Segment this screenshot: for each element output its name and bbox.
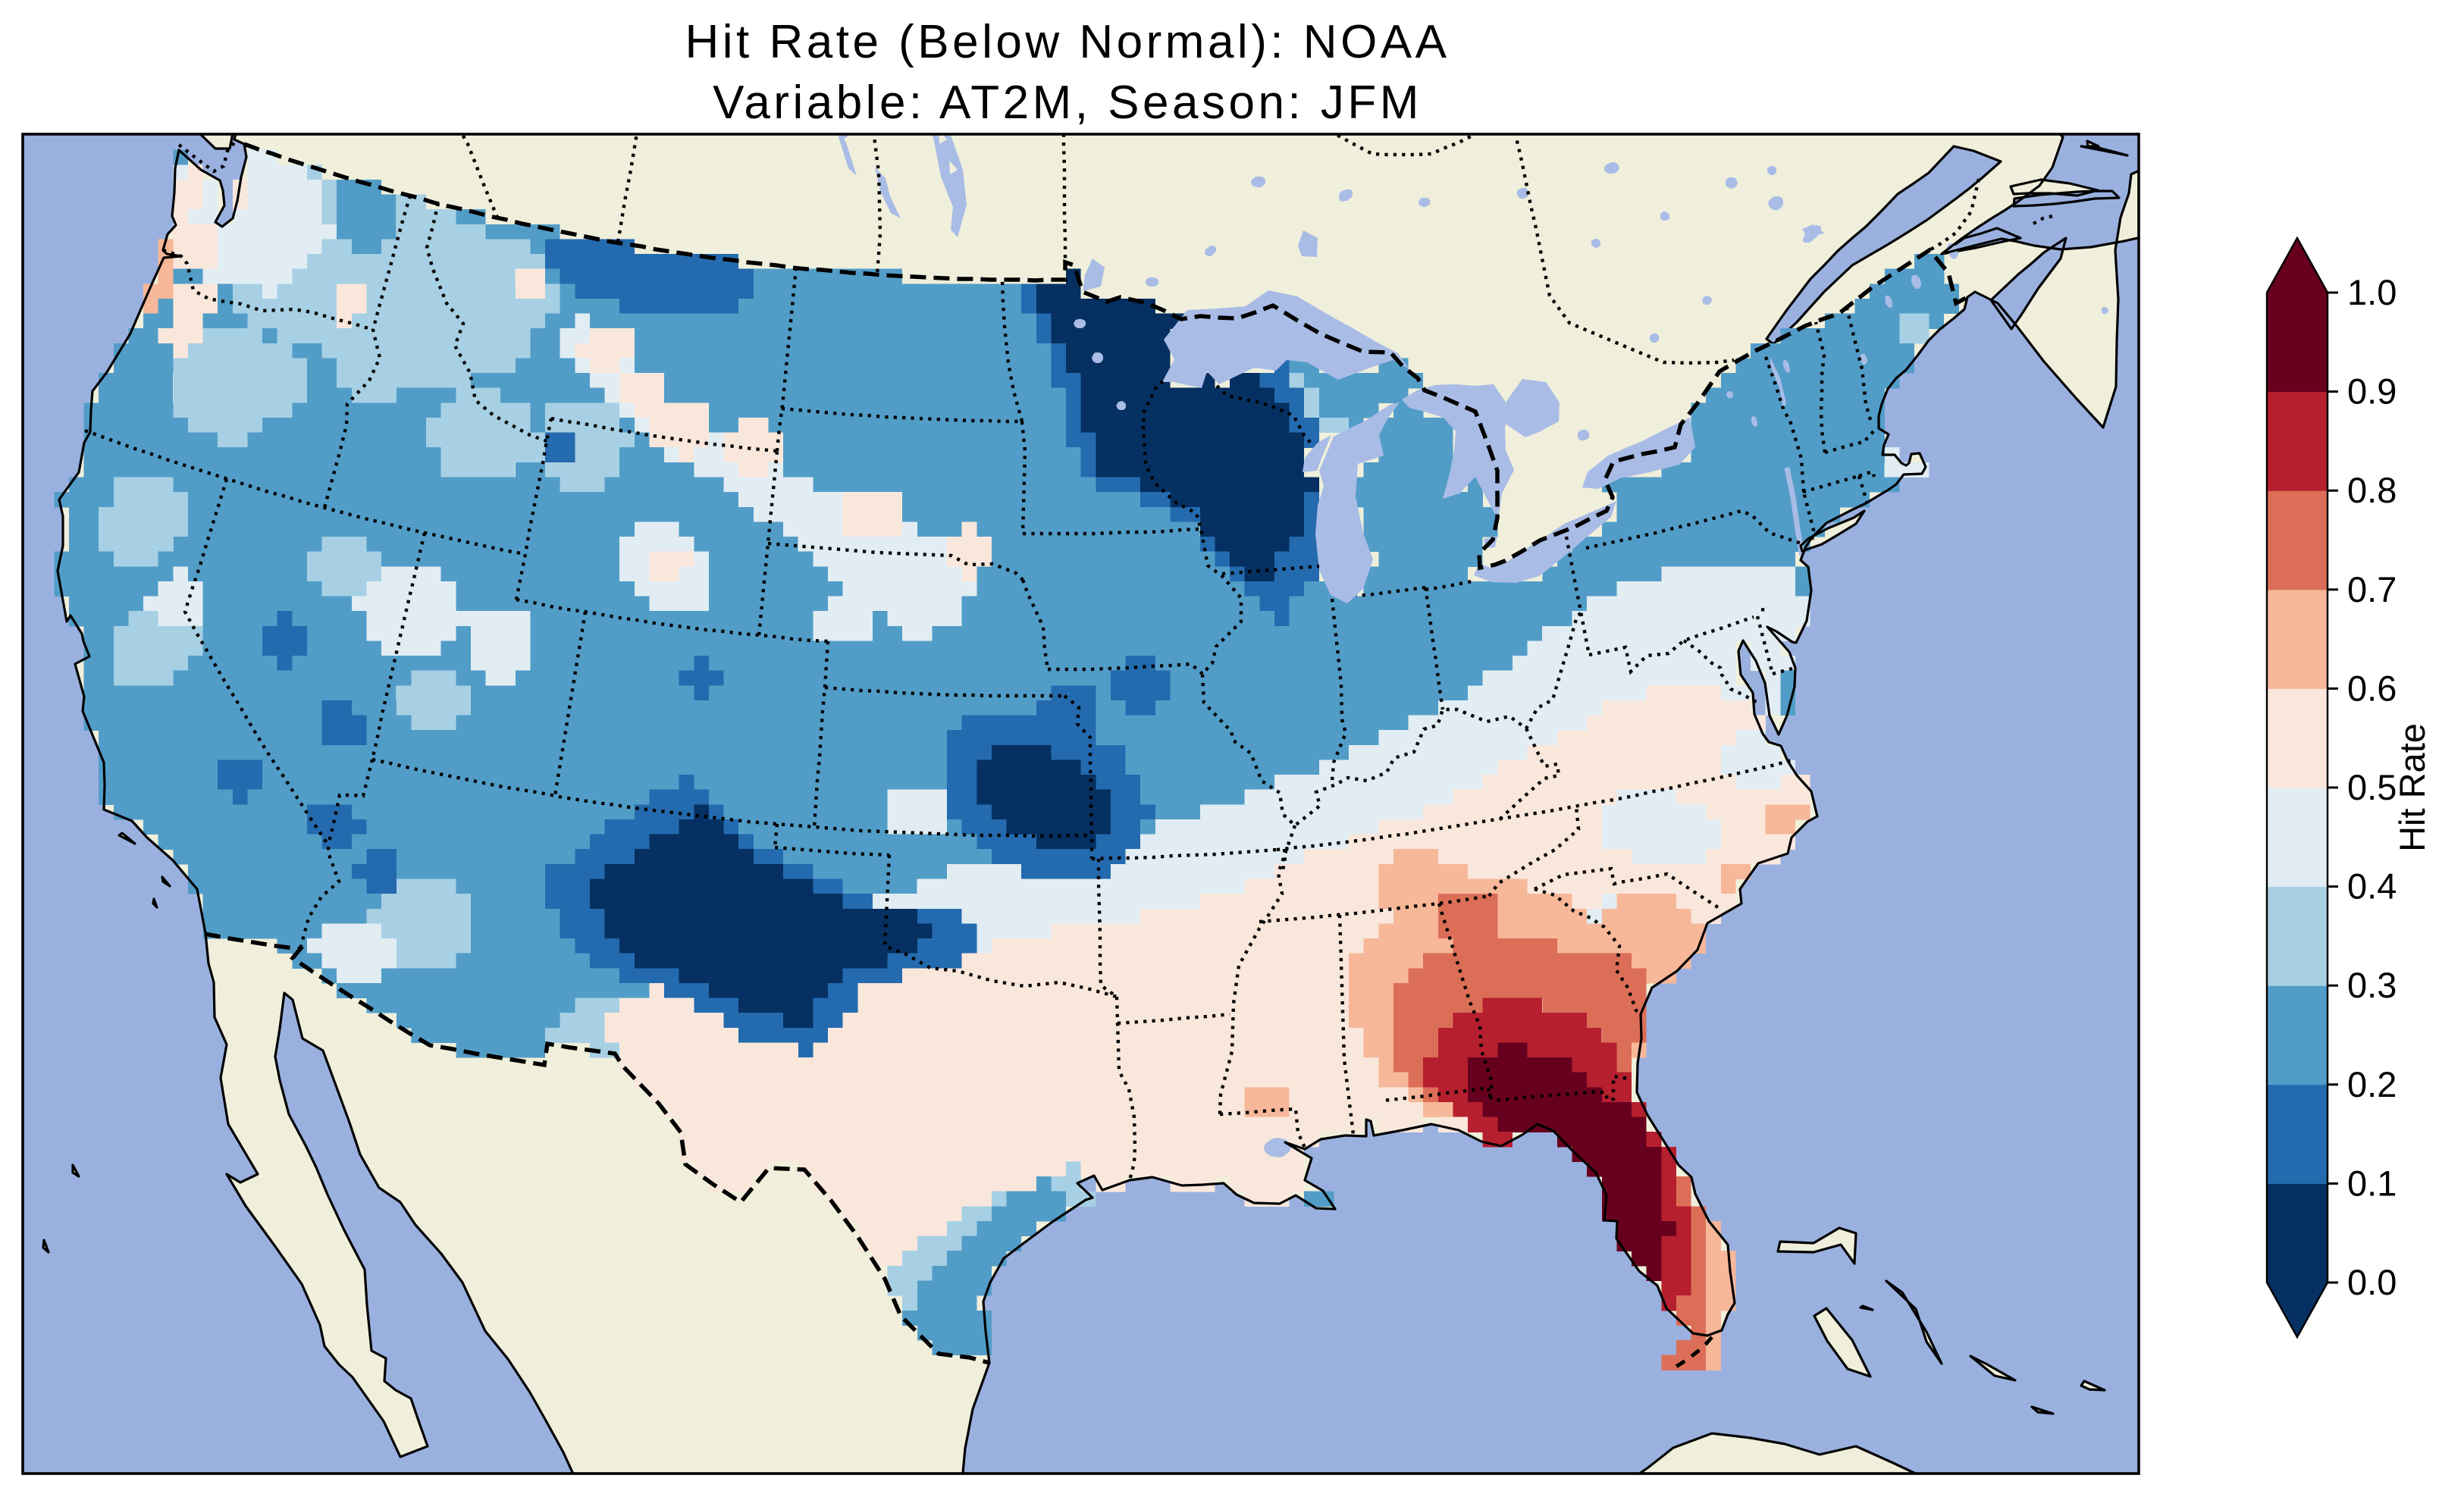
svg-text:0.2: 0.2 bbox=[2347, 1064, 2397, 1104]
svg-text:Variable: AT2M, Season: JFM: Variable: AT2M, Season: JFM bbox=[713, 77, 1422, 129]
svg-text:0.9: 0.9 bbox=[2347, 371, 2397, 412]
svg-text:0.6: 0.6 bbox=[2347, 668, 2397, 708]
svg-text:0.5: 0.5 bbox=[2347, 767, 2397, 807]
svg-text:Hit Rate (Below Normal): NOAA: Hit Rate (Below Normal): NOAA bbox=[685, 16, 1450, 68]
svg-text:1.0: 1.0 bbox=[2347, 272, 2397, 312]
svg-text:0.3: 0.3 bbox=[2347, 965, 2397, 1005]
svg-text:0.8: 0.8 bbox=[2347, 470, 2397, 510]
svg-text:Hit Rate: Hit Rate bbox=[2392, 723, 2432, 852]
svg-text:0.4: 0.4 bbox=[2347, 866, 2397, 907]
svg-text:0.1: 0.1 bbox=[2347, 1163, 2397, 1203]
svg-text:0.7: 0.7 bbox=[2347, 569, 2397, 609]
svg-text:0.0: 0.0 bbox=[2347, 1262, 2397, 1302]
